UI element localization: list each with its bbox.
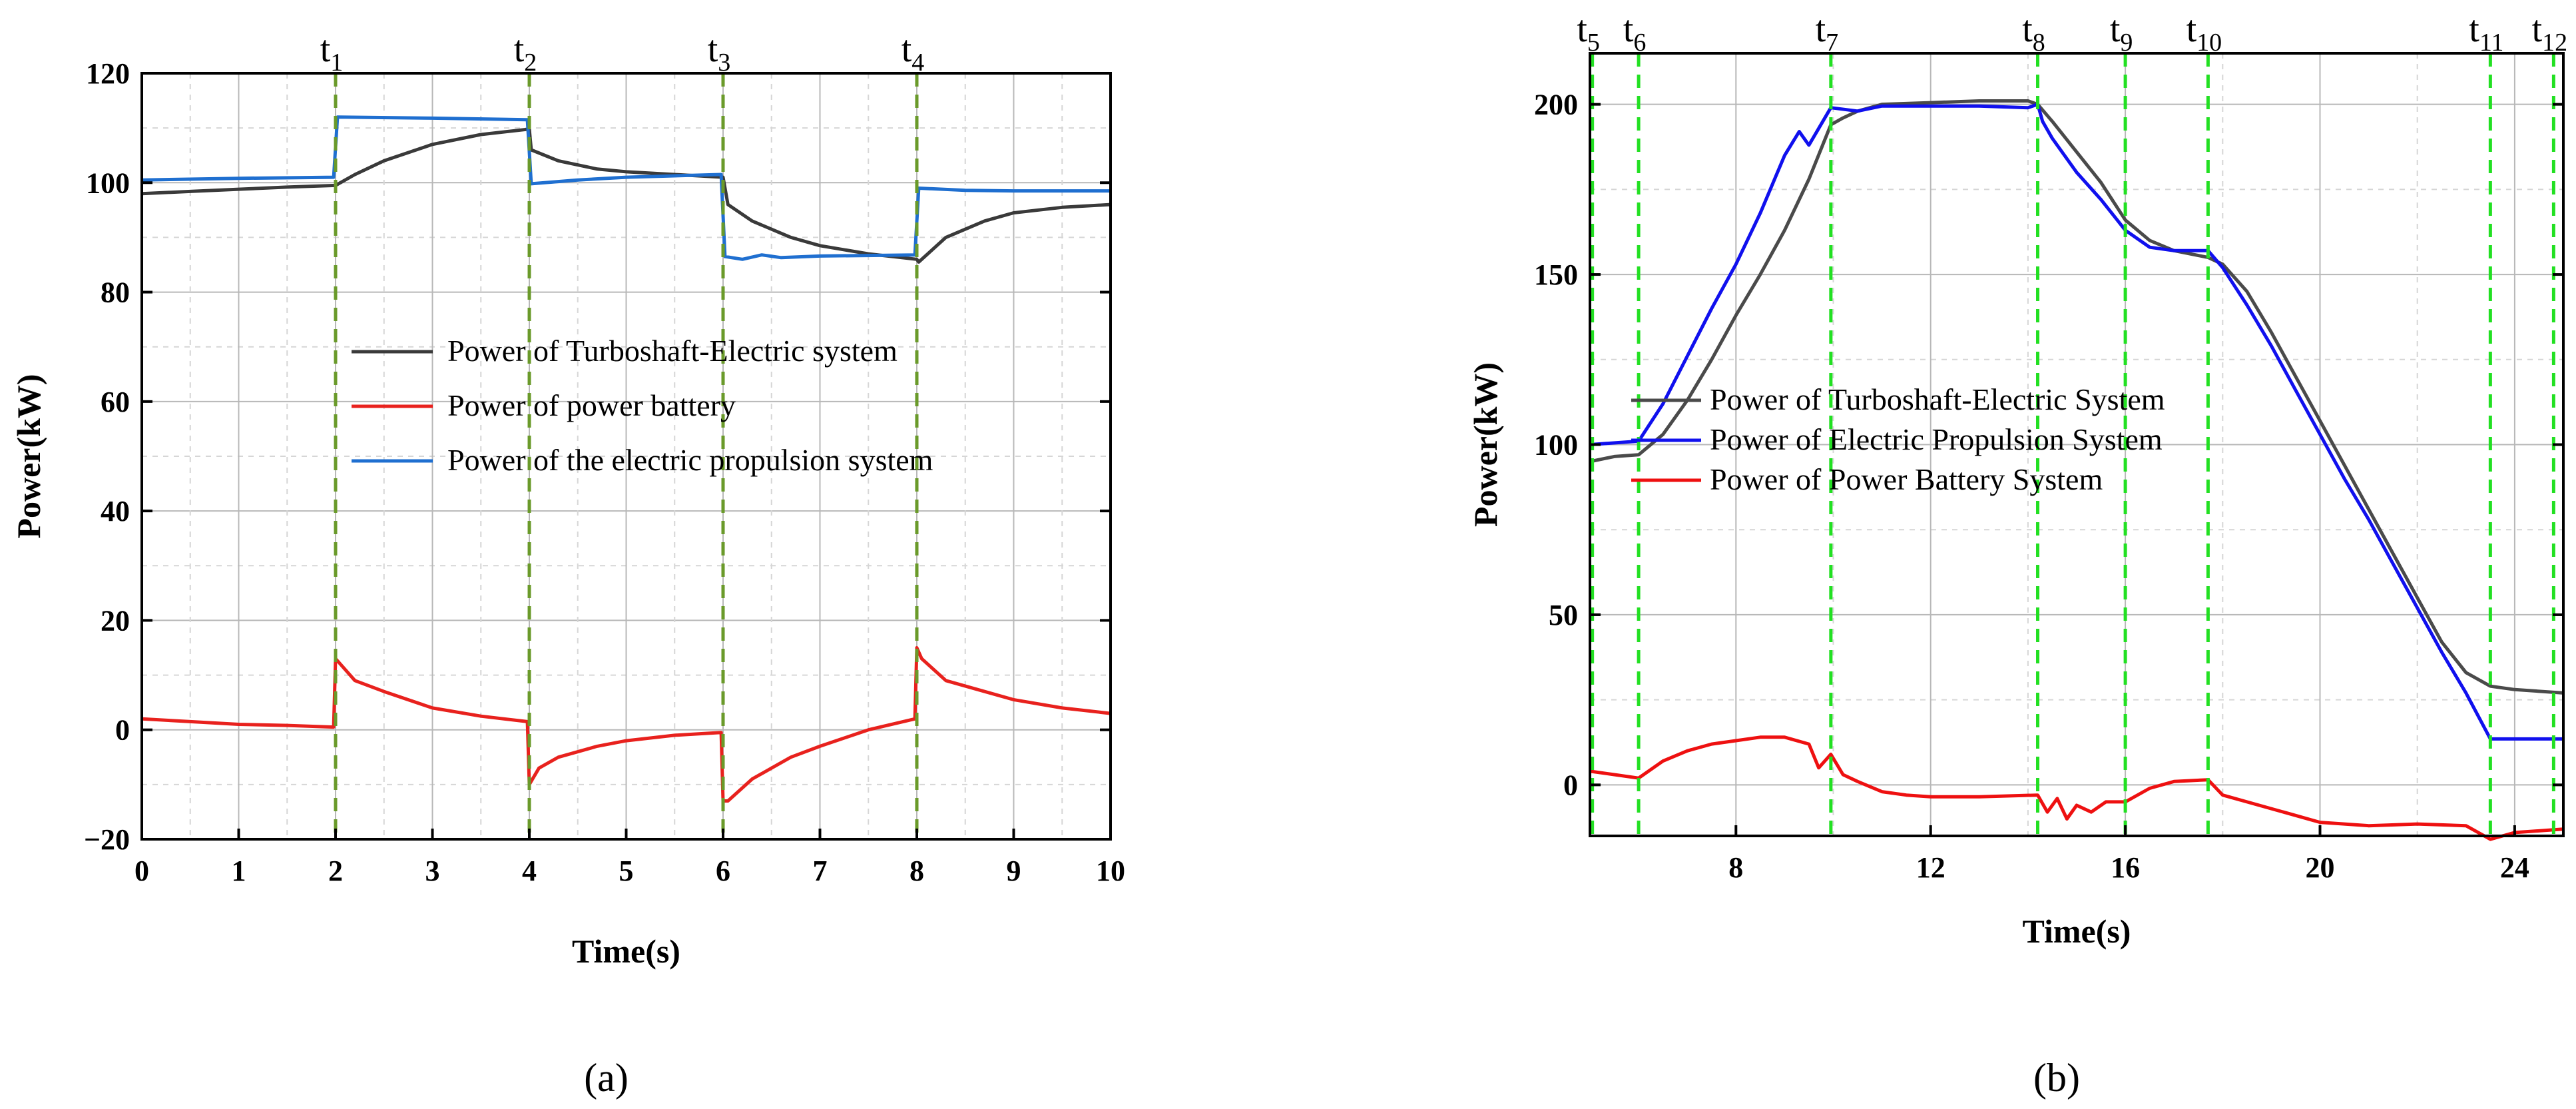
event-marker-label-t1: t1	[320, 29, 344, 77]
y-axis-title: Power(kW)	[10, 374, 47, 538]
x-tick-label: 5	[619, 855, 634, 887]
event-marker-label-t10: t10	[2187, 9, 2222, 57]
event-marker-subscript: 6	[1633, 29, 1646, 57]
series-line-a-2	[141, 115, 1111, 261]
y-tick-label: 0	[115, 714, 130, 747]
legend-label-b-2: Power of Power Battery System	[1710, 462, 2103, 496]
x-tick-label: 9	[1007, 855, 1021, 887]
event-marker-label-t5: t5	[1577, 9, 1600, 57]
x-tick-label: 0	[134, 855, 149, 887]
y-tick-label: 80	[101, 276, 130, 309]
y-tick-label: 100	[86, 167, 130, 199]
event-marker-base: t	[1623, 9, 1634, 50]
event-marker-base: t	[2532, 9, 2543, 50]
panel-caption-a: (a)	[584, 1056, 629, 1100]
x-tick-label: 24	[2500, 851, 2529, 884]
event-marker-label-t11: t11	[2469, 9, 2503, 57]
event-marker-base: t	[2022, 9, 2033, 50]
event-marker-base: t	[2187, 9, 2197, 50]
y-tick-label: 100	[1534, 429, 1578, 462]
x-axis-title: Time(s)	[572, 932, 680, 970]
panel-caption-b: (b)	[2033, 1056, 2080, 1100]
series-line-b-1	[1589, 103, 2563, 741]
x-tick-label: 7	[813, 855, 828, 887]
series-line-b-0	[1589, 99, 2564, 695]
x-tick-label: 8	[1728, 851, 1743, 884]
x-tick-label: 2	[328, 855, 343, 887]
event-marker-base: t	[708, 29, 718, 70]
legend-label-a-2: Power of the electric propulsion system	[447, 443, 933, 477]
x-tick-label: 3	[425, 855, 440, 887]
event-marker-subscript: 7	[1826, 29, 1838, 57]
x-tick-label: 6	[716, 855, 730, 887]
event-marker-subscript: 5	[1587, 29, 1600, 57]
event-marker-label-t8: t8	[2022, 9, 2045, 57]
event-marker-subscript: 2	[524, 49, 537, 77]
event-marker-label-t12: t12	[2532, 9, 2568, 57]
event-marker-base: t	[320, 29, 331, 70]
x-tick-label: 16	[2111, 851, 2140, 884]
event-marker-base: t	[902, 29, 912, 70]
y-tick-label: 60	[101, 386, 130, 418]
series-line-a-0	[141, 127, 1111, 264]
y-tick-label: 50	[1549, 599, 1578, 631]
event-marker-subscript: 8	[2033, 29, 2045, 57]
y-tick-label: 40	[101, 495, 130, 528]
event-marker-base: t	[514, 29, 525, 70]
event-marker-base: t	[1577, 9, 1587, 50]
event-marker-label-t4: t4	[902, 29, 925, 77]
legend-label-b-1: Power of Electric Propulsion System	[1710, 422, 2163, 456]
event-marker-base: t	[2469, 9, 2479, 50]
y-axis-title: Power(kW)	[1467, 362, 1504, 527]
y-tick-label: 150	[1534, 258, 1578, 291]
event-marker-subscript: 9	[2120, 29, 2133, 57]
y-tick-label: 20	[101, 604, 130, 637]
x-tick-label: 8	[909, 855, 924, 887]
event-marker-label-t7: t7	[1816, 9, 1839, 57]
event-marker-subscript: 4	[911, 49, 924, 77]
y-tick-label: 0	[1563, 769, 1578, 801]
event-marker-subscript: 3	[718, 49, 730, 77]
x-tick-label: 4	[522, 855, 537, 887]
event-marker-subscript: 1	[330, 49, 343, 77]
event-marker-label-t6: t6	[1623, 9, 1647, 57]
x-tick-label: 1	[232, 855, 246, 887]
y-tick-label: 120	[86, 57, 130, 90]
event-marker-base: t	[2110, 9, 2121, 50]
legend-label-b-0: Power of Turboshaft-Electric System	[1710, 382, 2165, 416]
event-marker-label-t9: t9	[2110, 9, 2133, 57]
x-tick-label: 20	[2306, 851, 2335, 884]
event-marker-base: t	[1816, 9, 1826, 50]
x-tick-label: 10	[1096, 855, 1125, 887]
x-axis-title: Time(s)	[2023, 913, 2131, 950]
y-tick-label: −20	[84, 823, 130, 856]
legend-label-a-1: Power of power battery	[447, 388, 736, 422]
x-tick-label: 12	[1916, 851, 1945, 884]
legend-label-a-0: Power of Turboshaft-Electric system	[447, 334, 898, 368]
series-line-b-2	[1589, 735, 2564, 841]
event-marker-label-t3: t3	[708, 29, 731, 77]
event-marker-label-t2: t2	[514, 29, 537, 77]
y-tick-label: 200	[1534, 89, 1578, 121]
